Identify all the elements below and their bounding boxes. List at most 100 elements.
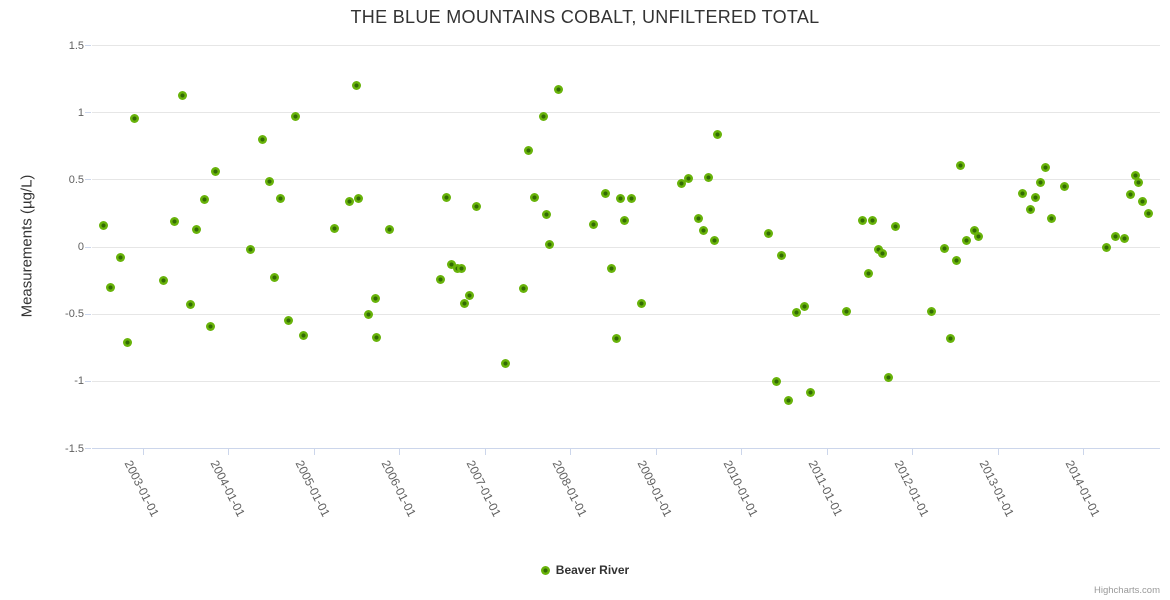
data-point[interactable]: [884, 372, 894, 382]
data-point[interactable]: [541, 210, 551, 220]
data-point[interactable]: [606, 263, 616, 273]
data-point[interactable]: [1143, 208, 1153, 218]
data-point[interactable]: [615, 194, 625, 204]
data-point[interactable]: [974, 231, 984, 241]
data-point[interactable]: [763, 229, 773, 239]
data-point[interactable]: [710, 235, 719, 245]
data-point[interactable]: [698, 226, 708, 236]
data-point[interactable]: [270, 273, 280, 283]
data-point[interactable]: [588, 219, 598, 229]
data-point[interactable]: [946, 333, 955, 343]
data-point[interactable]: [465, 290, 475, 300]
data-point[interactable]: [363, 309, 373, 319]
legend-item-beaver-river[interactable]: Beaver River: [0, 563, 1170, 577]
data-point[interactable]: [554, 85, 564, 95]
data-point[interactable]: [544, 239, 554, 249]
data-point[interactable]: [1030, 192, 1040, 202]
data-point[interactable]: [529, 192, 539, 202]
data-point[interactable]: [637, 298, 647, 308]
data-point[interactable]: [330, 223, 340, 233]
data-point[interactable]: [772, 376, 782, 386]
data-point[interactable]: [178, 90, 188, 100]
data-point[interactable]: [1017, 188, 1027, 198]
data-point[interactable]: [704, 172, 714, 182]
data-point[interactable]: [298, 331, 308, 341]
data-point[interactable]: [868, 215, 878, 225]
data-point[interactable]: [106, 282, 116, 292]
data-point[interactable]: [792, 308, 802, 318]
data-point[interactable]: [600, 188, 610, 198]
data-point[interactable]: [1046, 214, 1056, 224]
data-point[interactable]: [123, 337, 133, 347]
data-point[interactable]: [1102, 242, 1112, 252]
data-point[interactable]: [1130, 171, 1140, 181]
data-point[interactable]: [799, 301, 809, 311]
data-point[interactable]: [878, 249, 888, 259]
data-point[interactable]: [435, 274, 445, 284]
data-point[interactable]: [276, 194, 286, 204]
credits-link[interactable]: Highcharts.com: [1094, 585, 1160, 596]
data-point[interactable]: [611, 333, 621, 343]
data-point[interactable]: [1059, 182, 1069, 192]
data-point[interactable]: [519, 284, 529, 294]
data-point[interactable]: [1138, 196, 1148, 206]
data-point[interactable]: [191, 225, 201, 235]
data-point[interactable]: [1134, 178, 1144, 188]
data-point[interactable]: [1035, 178, 1045, 188]
data-point[interactable]: [284, 316, 294, 326]
data-point[interactable]: [99, 221, 109, 230]
data-point[interactable]: [385, 225, 395, 235]
data-point[interactable]: [891, 222, 901, 232]
data-point[interactable]: [693, 214, 703, 224]
data-point[interactable]: [776, 250, 786, 260]
data-point[interactable]: [805, 387, 815, 397]
data-point[interactable]: [962, 235, 972, 245]
data-point[interactable]: [927, 306, 937, 316]
data-point[interactable]: [456, 263, 466, 273]
data-point[interactable]: [170, 216, 180, 226]
data-point[interactable]: [351, 81, 361, 91]
data-point[interactable]: [371, 293, 381, 303]
data-point[interactable]: [265, 176, 275, 186]
data-point[interactable]: [1126, 190, 1136, 200]
data-point[interactable]: [1111, 231, 1121, 241]
data-point[interactable]: [969, 226, 979, 236]
data-point[interactable]: [130, 113, 140, 123]
data-point[interactable]: [210, 167, 220, 177]
data-point[interactable]: [500, 359, 510, 369]
data-point[interactable]: [863, 269, 873, 279]
data-point[interactable]: [524, 145, 534, 155]
data-point[interactable]: [956, 160, 966, 170]
data-point[interactable]: [206, 321, 216, 331]
data-point[interactable]: [472, 202, 482, 212]
y-tick-label: 0: [77, 241, 84, 253]
data-point[interactable]: [372, 332, 382, 342]
data-point[interactable]: [354, 194, 364, 204]
data-point[interactable]: [1025, 204, 1035, 214]
data-point[interactable]: [441, 192, 451, 202]
data-point[interactable]: [245, 245, 255, 255]
data-point[interactable]: [1040, 163, 1050, 173]
data-point[interactable]: [460, 298, 470, 308]
data-point[interactable]: [446, 259, 456, 269]
data-point[interactable]: [712, 129, 722, 139]
data-point[interactable]: [951, 255, 961, 265]
data-point[interactable]: [627, 194, 637, 204]
data-point[interactable]: [940, 243, 950, 253]
data-point[interactable]: [159, 276, 169, 286]
data-point[interactable]: [620, 215, 630, 225]
data-point[interactable]: [1120, 234, 1130, 244]
data-point[interactable]: [784, 395, 794, 405]
data-point[interactable]: [185, 300, 195, 310]
data-point[interactable]: [857, 215, 867, 225]
data-point[interactable]: [291, 112, 300, 122]
x-tick-label: 2013-01-01: [976, 457, 1018, 519]
data-point[interactable]: [344, 196, 354, 206]
data-point[interactable]: [115, 253, 125, 263]
data-point[interactable]: [538, 112, 548, 122]
data-point[interactable]: [257, 135, 267, 145]
data-point[interactable]: [684, 173, 694, 183]
data-point[interactable]: [841, 306, 851, 316]
data-point[interactable]: [200, 195, 210, 205]
data-point[interactable]: [676, 179, 686, 189]
